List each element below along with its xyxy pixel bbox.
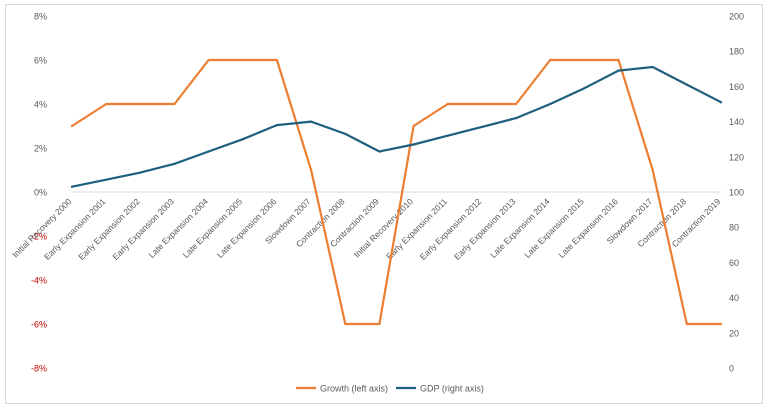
legend-label: GDP (right axis) — [420, 384, 484, 394]
x-axis-tick-label: Early Expansion 2013 — [452, 196, 518, 262]
right-axis-tick-label: 180 — [729, 47, 744, 57]
x-axis-tick-label: Early Expansion 2002 — [76, 196, 142, 262]
data-point — [480, 125, 483, 128]
data-point — [275, 58, 279, 62]
data-point — [412, 124, 415, 128]
x-axis-tick-label: Early Expansion 2001 — [42, 196, 108, 262]
data-point — [241, 138, 244, 141]
right-axis-tick-label: 60 — [729, 258, 739, 268]
chart-frame — [5, 4, 763, 404]
right-axis-tick-label: 0 — [729, 364, 734, 374]
x-axis-tick-label: Initial Recovery 2010 — [352, 196, 415, 259]
x-axis-tick-label: Late Expansion 2004 — [146, 196, 210, 260]
data-point — [719, 322, 723, 326]
right-axis-tick-label: 160 — [729, 82, 744, 92]
series-lines — [70, 58, 723, 326]
right-axis-tick-label: 80 — [729, 223, 739, 233]
data-point — [310, 120, 313, 123]
data-point — [583, 58, 586, 62]
data-point — [685, 322, 688, 326]
right-axis-tick-label: 200 — [729, 12, 744, 22]
left-axis-tick-label: 4% — [34, 100, 47, 110]
x-axis-tick-label: Late Expansion 2005 — [181, 196, 245, 260]
series-line-gdp — [70, 65, 723, 188]
right-axis-tick-label: 100 — [729, 188, 744, 198]
data-point — [549, 58, 552, 62]
data-point — [583, 87, 586, 90]
left-axis: 8% 6% 4% 2% 0% -2% -4% -6% -8% — [31, 12, 47, 374]
data-point — [105, 102, 108, 106]
x-axis-tick-label: Late Expansion 2006 — [215, 196, 279, 260]
data-point — [685, 83, 688, 86]
left-axis-tick-label: 2% — [34, 144, 47, 154]
data-point — [549, 102, 552, 106]
data-point — [514, 116, 518, 120]
legend-label: Growth (left axis) — [320, 384, 388, 394]
data-point — [651, 65, 654, 69]
data-point — [173, 102, 176, 106]
data-point — [70, 185, 74, 188]
x-axis-tick-label: Late Expansion 2015 — [522, 196, 586, 260]
data-point — [514, 102, 518, 106]
data-point — [344, 132, 347, 136]
x-axis-tick-label: Late Expansion 2014 — [488, 196, 552, 260]
data-point — [617, 69, 620, 72]
data-point — [275, 124, 279, 127]
series-line-growth — [70, 58, 723, 326]
x-axis-tick-label: Late Expansion 2016 — [556, 196, 620, 260]
data-point — [412, 143, 415, 146]
right-axis-tick-label: 120 — [729, 152, 744, 162]
right-axis-tick-label: 40 — [729, 293, 739, 303]
data-point — [378, 150, 381, 153]
data-point — [344, 322, 347, 326]
right-axis-tick-label: 140 — [729, 117, 744, 127]
data-point — [173, 162, 176, 165]
data-point — [207, 58, 210, 62]
data-point — [105, 178, 108, 181]
left-axis-tick-label: -2% — [31, 232, 47, 242]
x-axis-tick-label: Early Expansion 2003 — [110, 196, 176, 262]
left-axis-tick-label: 8% — [34, 12, 47, 22]
left-axis-tick-label: -8% — [31, 364, 47, 374]
data-point — [241, 58, 244, 62]
left-axis-tick-label: -4% — [31, 276, 47, 286]
data-point — [139, 102, 142, 106]
x-axis-tick-label: Early Expansion 2012 — [418, 196, 484, 262]
data-point — [378, 322, 381, 326]
x-axis-tick-label: Early Expansion 2011 — [384, 196, 449, 261]
data-point — [446, 134, 449, 137]
data-point — [207, 150, 210, 153]
data-point — [446, 102, 449, 106]
x-axis-tick-label: Initial Recovery 2000 — [10, 196, 73, 259]
left-axis-tick-label: -6% — [31, 320, 47, 330]
left-axis-tick-label: 0% — [34, 188, 47, 198]
data-point — [480, 102, 483, 106]
data-point — [651, 168, 654, 172]
data-point — [310, 168, 313, 172]
legend: Growth (left axis) GDP (right axis) — [296, 384, 484, 394]
right-axis-tick-label: 20 — [729, 328, 739, 338]
data-point — [139, 171, 142, 174]
data-point — [70, 124, 74, 128]
data-point — [719, 101, 723, 104]
left-axis-tick-label: 6% — [34, 56, 47, 66]
data-point — [617, 58, 620, 62]
